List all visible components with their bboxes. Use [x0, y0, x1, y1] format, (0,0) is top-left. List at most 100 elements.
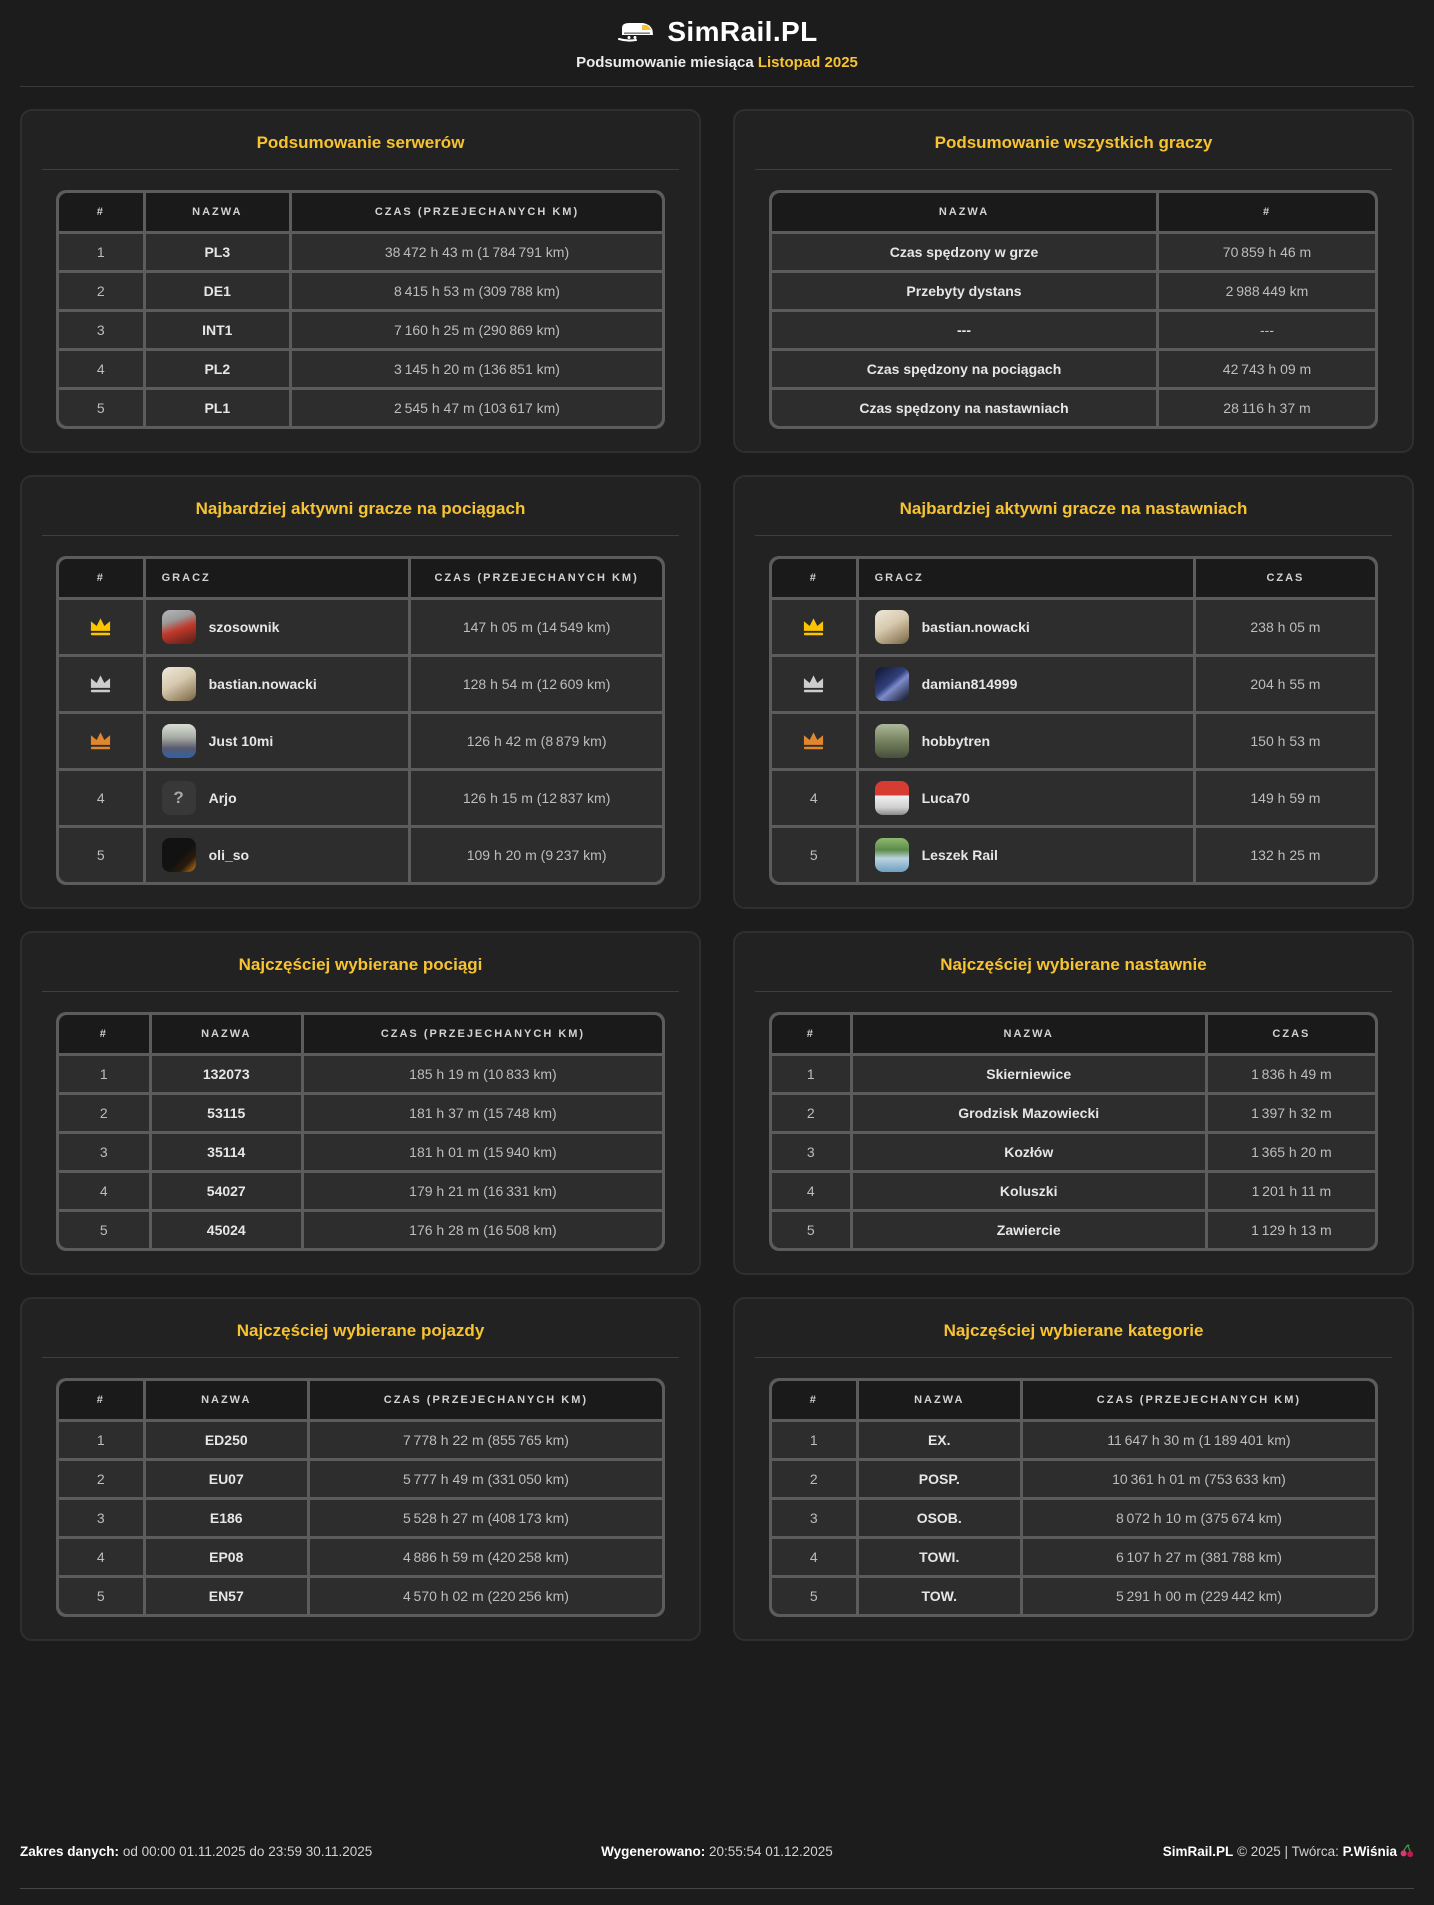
player-name: szosownik: [208, 619, 280, 635]
cell: EN57: [145, 1578, 307, 1614]
panel-top-signalbox-players: Najbardziej aktywni gracze na nastawniac…: [733, 475, 1414, 909]
cell: 126 h 42 m (8 879 km): [411, 714, 662, 768]
player-avatar: [874, 781, 909, 815]
table-row: damian814999 204 h 55 m: [772, 657, 1375, 711]
cell: Czas spędzony na nastawniach: [772, 390, 1156, 426]
cell: 11 647 h 30 m (1 189 401 km): [1022, 1422, 1375, 1458]
footer-data-range: Zakres danych: od 00:00 01.11.2025 do 23…: [20, 1844, 485, 1859]
cell: 185 h 19 m (10 833 km): [303, 1056, 662, 1092]
column-header: NAZWA: [145, 193, 289, 231]
table-row: Czas spędzony w grze 70 859 h 46 m: [772, 234, 1375, 270]
cell: 54027: [151, 1173, 301, 1209]
column-header: CZAS (PRZEJECHANYCH KM): [1022, 1381, 1375, 1419]
cell: 2: [59, 1461, 143, 1497]
cell: 1 836 h 49 m: [1207, 1056, 1375, 1092]
player-cell: ? Arjo: [145, 771, 409, 825]
cell: Czas spędzony w grze: [772, 234, 1156, 270]
cell: 4 570 h 02 m (220 256 km): [309, 1578, 662, 1614]
crown-silver-icon: [91, 675, 111, 693]
table-row: 5 oli_so 109 h 20 m (9 237 km): [59, 828, 662, 882]
player-avatar: [874, 724, 909, 758]
panel-top-vehicles: Najczęściej wybierane pojazdy # NAZWA CZAS…: [20, 1297, 701, 1641]
player: szosownik: [161, 610, 401, 644]
cell: INT1: [145, 312, 289, 348]
servers-table: # NAZWA CZAS (PRZEJECHANYCH KM) 1 PL3 38 472 …: [56, 190, 665, 429]
column-header: NAZWA: [151, 1015, 301, 1053]
cell: Przebyty dystans: [772, 273, 1156, 309]
cell: 1 129 h 13 m: [1207, 1212, 1375, 1248]
column-header: #: [772, 559, 856, 597]
player-avatar: ?: [161, 781, 196, 815]
cell: 179 h 21 m (16 331 km): [303, 1173, 662, 1209]
cell: EP08: [145, 1539, 307, 1575]
cell: 5: [59, 1212, 149, 1248]
cell: 35114: [151, 1134, 301, 1170]
rank-cell: [772, 657, 856, 711]
panel-top-categories: Najczęściej wybierane kategorie # NAZWA CZ…: [733, 1297, 1414, 1641]
site-footer: Zakres danych: od 00:00 01.11.2025 do 23…: [0, 1844, 1434, 1905]
cell: 176 h 28 m (16 508 km): [303, 1212, 662, 1248]
player-cell: damian814999: [858, 657, 1193, 711]
site-header: SimRail.PL Podsumowanie miesiąca Listopa…: [20, 0, 1414, 87]
cell: 7 778 h 22 m (855 765 km): [309, 1422, 662, 1458]
table-row: 4 54027 179 h 21 m (16 331 km): [59, 1173, 662, 1209]
table-header-row: # GRACZ CZAS (PRZEJECHANYCH KM): [59, 559, 662, 597]
footer-generated-value: 20:55:54 01.12.2025: [708, 1844, 833, 1859]
player-name: damian814999: [921, 676, 1018, 692]
cell: 5: [772, 828, 856, 882]
cell: 181 h 37 m (15 748 km): [303, 1095, 662, 1131]
cell: Czas spędzony na pociągach: [772, 351, 1156, 387]
table-row: 5 Zawiercie 1 129 h 13 m: [772, 1212, 1375, 1248]
cell: ---: [772, 312, 1156, 348]
player-cell: szosownik: [145, 600, 409, 654]
crown-gold-icon: [804, 618, 824, 636]
table-header-row: # NAZWA CZAS (PRZEJECHANYCH KM): [59, 193, 662, 231]
rank-cell: [59, 657, 143, 711]
cell: 204 h 55 m: [1195, 657, 1375, 711]
cell: DE1: [145, 273, 289, 309]
cell: 4: [772, 771, 856, 825]
footer-author: P.Wiśnia: [1342, 1844, 1398, 1859]
table-row: 4? Arjo 126 h 15 m (12 837 km): [59, 771, 662, 825]
cell: 132 h 25 m: [1195, 828, 1375, 882]
table-row: 5 PL1 2 545 h 47 m (103 617 km): [59, 390, 662, 426]
panel-overall-players: Podsumowanie wszystkich graczy NAZWA # Cza…: [733, 109, 1414, 453]
table-row: 3 Kozłów 1 365 h 20 m: [772, 1134, 1375, 1170]
table-row: bastian.nowacki 128 h 54 m (12 609 km): [59, 657, 662, 711]
cell: 5 777 h 49 m (331 050 km): [309, 1461, 662, 1497]
table-row: 4 TOWI. 6 107 h 27 m (381 788 km): [772, 1539, 1375, 1575]
table-row: Just 10mi 126 h 42 m (8 879 km): [59, 714, 662, 768]
cell: 2: [772, 1461, 856, 1497]
column-header: NAZWA: [852, 1015, 1205, 1053]
column-header: #: [1159, 193, 1375, 231]
cell: 4: [59, 1539, 143, 1575]
cherries-icon: [1400, 1844, 1414, 1861]
cell: Skierniewice: [852, 1056, 1205, 1092]
table-header-row: # NAZWA CZAS (PRZEJECHANYCH KM): [59, 1015, 662, 1053]
column-header: #: [59, 559, 143, 597]
cell: 4: [59, 351, 143, 387]
footer-credits: SimRail.PL © 2025 | Twórca: P.Wiśnia: [949, 1844, 1414, 1861]
cell: 5: [772, 1212, 850, 1248]
player: bastian.nowacki: [874, 610, 1185, 644]
cell: PL1: [145, 390, 289, 426]
player-cell: Leszek Rail: [858, 828, 1193, 882]
cell: 2: [772, 1095, 850, 1131]
cell: 2 988 449 km: [1159, 273, 1375, 309]
footer-divider: [20, 1888, 1414, 1889]
subtitle: Podsumowanie miesiąca Listopad 2025: [20, 54, 1414, 71]
cell: 5 291 h 00 m (229 442 km): [1022, 1578, 1375, 1614]
column-header: GRACZ: [858, 559, 1193, 597]
cell: 3: [59, 1134, 149, 1170]
table-row: Czas spędzony na pociągach 42 743 h 09 m: [772, 351, 1375, 387]
table-row: 1 EX. 11 647 h 30 m (1 189 401 km): [772, 1422, 1375, 1458]
player: Just 10mi: [161, 724, 401, 758]
table-row: 5 45024 176 h 28 m (16 508 km): [59, 1212, 662, 1248]
table-row: 1 PL3 38 472 h 43 m (1 784 791 km): [59, 234, 662, 270]
table-row: 4 EP08 4 886 h 59 m (420 258 km): [59, 1539, 662, 1575]
panel-title: Najczęściej wybierane pojazdy: [236, 1321, 485, 1340]
cell: Kozłów: [852, 1134, 1205, 1170]
cell: 2: [59, 1095, 149, 1131]
column-header: NAZWA: [145, 1381, 307, 1419]
